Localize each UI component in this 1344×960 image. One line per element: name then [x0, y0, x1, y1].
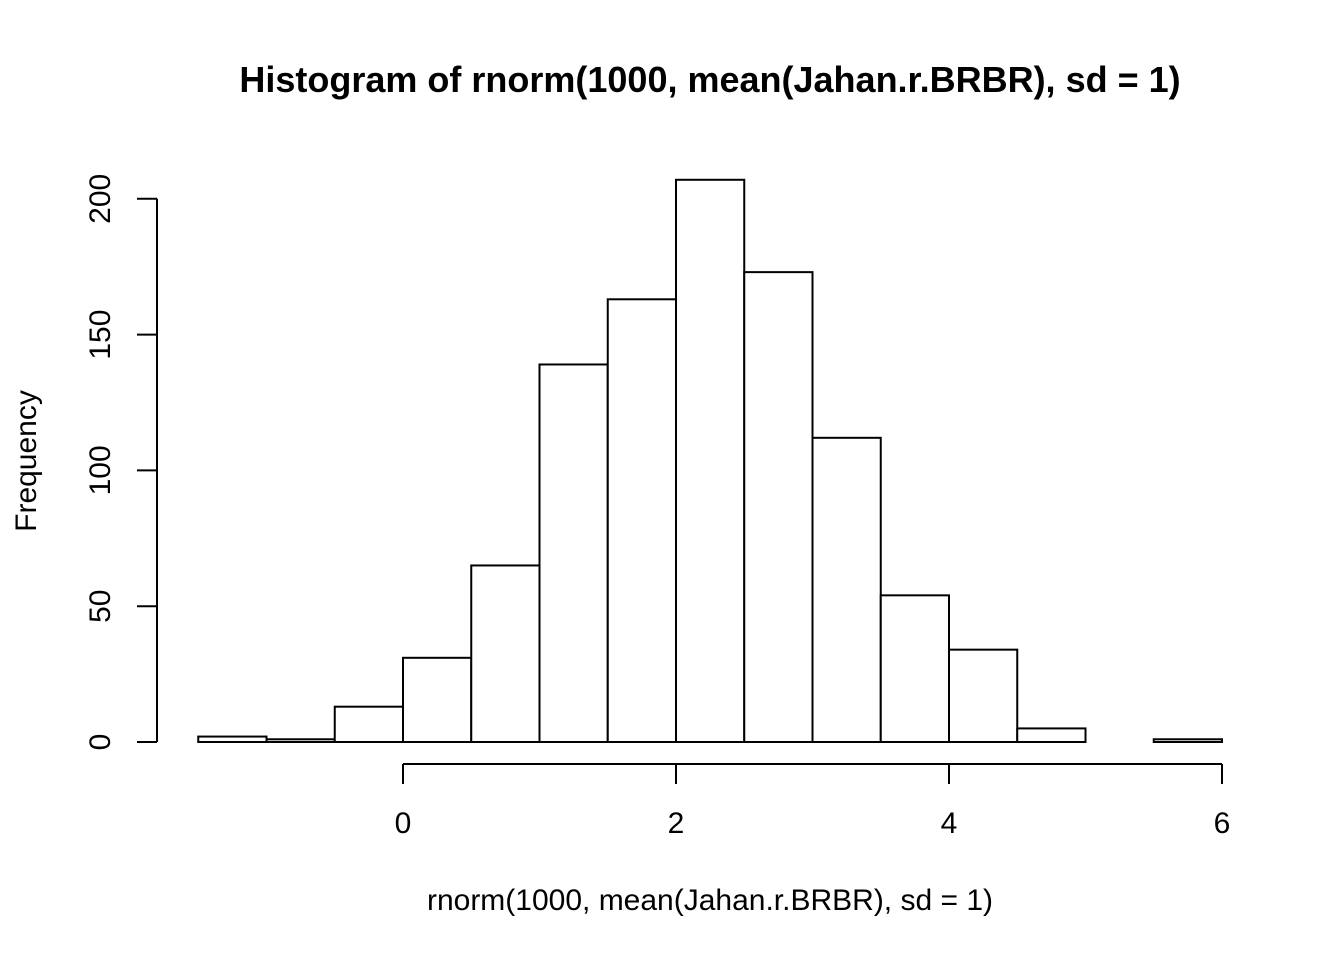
histogram-bar — [402, 656, 473, 744]
histogram-bar — [333, 705, 404, 744]
chart-title: Histogram of rnorm(1000, mean(Jahan.r.BR… — [239, 59, 1180, 100]
histogram-bar — [470, 564, 541, 744]
y-tick-label: 100 — [84, 445, 117, 495]
histogram-bar — [743, 271, 814, 743]
histogram-bar — [811, 436, 882, 743]
y-axis-label: Frequency — [10, 390, 43, 532]
histogram-bar — [675, 178, 746, 743]
histogram-bar — [606, 298, 677, 743]
x-tick-label: 2 — [668, 807, 685, 840]
histogram-bar — [879, 594, 950, 743]
x-axis-label: rnorm(1000, mean(Jahan.r.BRBR), sd = 1) — [427, 884, 993, 917]
y-tick-label: 0 — [84, 734, 117, 751]
x-tick-label: 6 — [1214, 807, 1231, 840]
x-tick-label: 0 — [395, 807, 412, 840]
y-tick-label: 200 — [84, 174, 117, 224]
x-axis: 0 2 4 6 — [395, 763, 1231, 840]
histogram-bar — [1016, 727, 1087, 743]
y-tick-label: 150 — [84, 310, 117, 360]
histogram-bar — [948, 648, 1019, 744]
histogram-bar — [538, 363, 609, 743]
y-tick-label: 50 — [84, 590, 117, 623]
histogram-bar — [265, 738, 336, 743]
y-axis: 0 50 100 150 200 — [84, 174, 158, 751]
histogram-bar — [197, 735, 268, 743]
bars-group — [197, 178, 1223, 744]
x-tick-label: 4 — [941, 807, 958, 840]
histogram-bar — [1152, 738, 1223, 743]
